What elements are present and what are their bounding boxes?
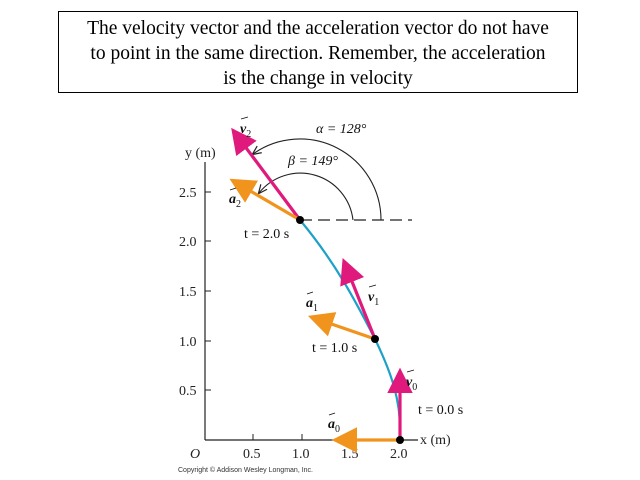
y-ticks xyxy=(205,191,211,391)
caption-box: The velocity vector and the acceleration… xyxy=(58,11,578,93)
time-label-t1: t = 1.0 s xyxy=(312,341,357,356)
alpha-label: α = 128° xyxy=(316,122,367,137)
origin-label: O xyxy=(190,447,200,462)
angle-alpha-arc xyxy=(253,138,382,221)
svg-text:a2: a2 xyxy=(229,192,241,210)
label-v0: v0 xyxy=(406,369,417,393)
time-label-t0: t = 0.0 s xyxy=(418,403,463,418)
x-tick-label: 2.0 xyxy=(390,447,408,462)
acceleration-vector-a2 xyxy=(229,178,301,222)
svg-text:a1: a1 xyxy=(306,296,318,314)
caption-line-3: is the change in velocity xyxy=(223,68,413,89)
label-a2: a2 xyxy=(229,187,241,210)
beta-label: β = 149° xyxy=(287,154,338,169)
label-v2: v2 xyxy=(240,116,251,140)
position-dot-t2 xyxy=(296,216,304,224)
svg-text:v0: v0 xyxy=(406,375,417,393)
x-tick-label: 1.5 xyxy=(341,447,359,462)
label-v1: v1 xyxy=(368,284,379,308)
y-tick-label: 2.0 xyxy=(179,235,197,250)
caption-line-1: The velocity vector and the acceleration… xyxy=(87,18,549,39)
y-axis-label: y (m) xyxy=(185,146,216,161)
x-tick-label: 0.5 xyxy=(243,447,261,462)
x-axis-label: x (m) xyxy=(420,433,451,448)
velocity-vector-v2 xyxy=(231,127,302,221)
y-tick-label: 2.5 xyxy=(179,186,197,201)
position-dot-t0 xyxy=(396,436,404,444)
x-tick-label: 1.0 xyxy=(292,447,310,462)
svg-text:v1: v1 xyxy=(368,290,379,308)
y-tick-label: 1.0 xyxy=(179,335,197,350)
copyright-text: Copyright © Addison Wesley Longman, Inc. xyxy=(178,466,313,474)
velocity-vector-v1 xyxy=(340,258,377,340)
label-a0: a0 xyxy=(328,412,340,435)
position-dot-t1 xyxy=(371,335,379,343)
angle-beta-arc xyxy=(259,172,354,221)
label-a1: a1 xyxy=(306,291,318,314)
time-label-t2: t = 2.0 s xyxy=(244,227,289,242)
y-tick-label: 0.5 xyxy=(179,384,197,399)
svg-text:v2: v2 xyxy=(240,122,251,140)
svg-text:a0: a0 xyxy=(328,417,340,435)
caption-line-2: to point in the same direction. Remember… xyxy=(90,43,546,64)
y-tick-label: 1.5 xyxy=(179,285,197,300)
acceleration-vector-a1 xyxy=(307,312,376,341)
